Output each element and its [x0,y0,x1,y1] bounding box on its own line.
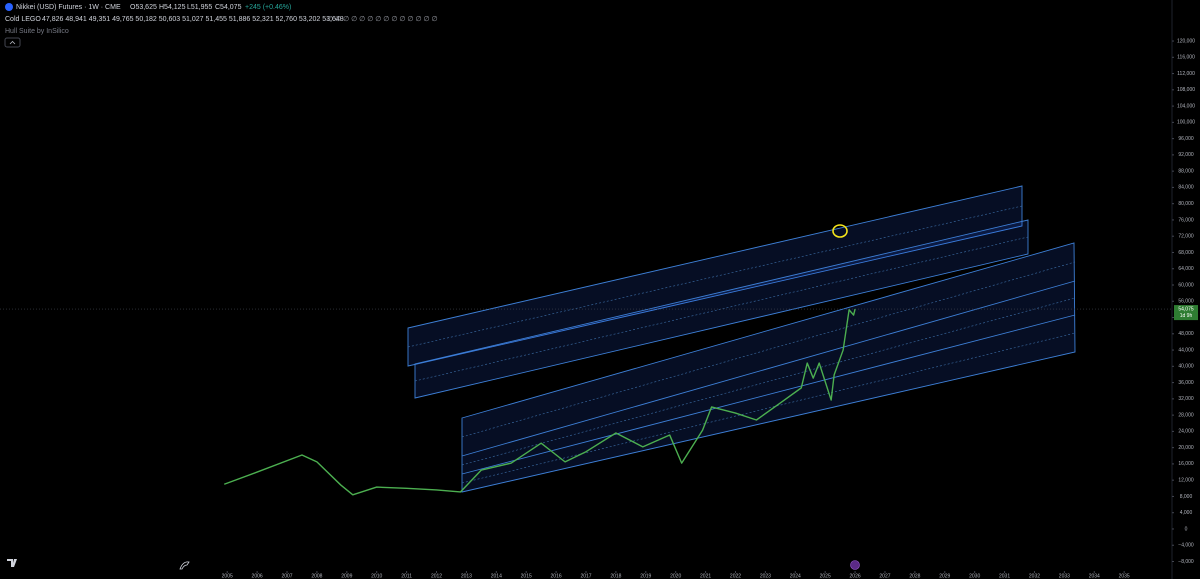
y-tick-label: 72,000 [1178,234,1194,240]
y-tick-label: 12,000 [1178,478,1194,484]
channel-middle [414,219,1029,399]
x-tick-label: 2026 [850,573,861,579]
x-tick-label: 2014 [491,573,502,579]
plot-area: −8,000 −4,000 0 4,000 8,000 12,000 16,000 20,00… [0,38,1198,579]
y-tick-label: 96,000 [1178,136,1194,142]
collapse-icon [9,40,16,45]
y-tick-label: 8,000 [1180,494,1193,500]
x-tick-label: 2010 [371,573,382,579]
x-tick-label: 2008 [311,573,322,579]
y-tick-label: 60,000 [1178,282,1194,288]
y-tick-label: 64,000 [1178,266,1194,272]
x-tick-label: 2016 [551,573,562,579]
y-tick-label: 48,000 [1178,331,1194,337]
x-tick-label: 2020 [670,573,681,579]
x-tick-label: 2028 [909,573,920,579]
x-tick-label: 2030 [969,573,980,579]
ohlc-low: L51,955 [187,4,212,11]
x-tick-label: 2034 [1089,573,1100,579]
y-tick-label: 108,000 [1177,87,1195,93]
y-tick-label: 112,000 [1177,71,1195,77]
y-tick-label: −8,000 [1178,559,1194,565]
ohlc-open: O53,625 [130,4,157,11]
x-tick-label: 2011 [401,573,412,579]
y-tick-label: 20,000 [1178,445,1194,451]
price-tag-label: 54,075 [1178,306,1194,312]
indicator-name[interactable]: Cold LEGO [5,16,41,23]
y-tick-label: 116,000 [1177,55,1195,61]
x-tick-label: 2013 [461,573,472,579]
ohlc-high: H54,125 [159,4,186,11]
x-tick-label: 2017 [580,573,591,579]
x-tick-label: 2032 [1029,573,1040,579]
x-tick-label: 2033 [1059,573,1070,579]
x-tick-label: 2009 [341,573,352,579]
x-tick-label: 2006 [252,573,263,579]
y-tick-label: 28,000 [1178,412,1194,418]
symbol-icon [5,3,13,11]
overlay-name[interactable]: Hull Suite by InSilico [5,28,69,35]
countdown: 1d 9h [1180,313,1193,319]
x-tick-label: 2021 [700,573,711,579]
indicator-values: 47,826 48,941 49,351 49,765 50,182 50,60… [42,16,344,23]
y-tick-label: 84,000 [1178,185,1194,191]
symbol-title[interactable]: Nikkei (USD) Futures · 1W · CME [16,4,121,11]
drawing-icon[interactable] [179,561,190,570]
y-tick-label: 56,000 [1178,299,1194,305]
x-tick-label: 2025 [820,573,831,579]
y-tick-label: 32,000 [1178,396,1194,402]
y-tick-label: 24,000 [1178,429,1194,435]
y-tick-label: 100,000 [1177,120,1195,126]
x-tick-label: 2015 [521,573,532,579]
ohlc-close: C54,075 [215,4,242,11]
x-tick-label: 2035 [1119,573,1130,579]
logo [7,559,17,567]
y-tick-label: 120,000 [1177,38,1195,44]
event-icon[interactable] [850,560,860,570]
y-tick-label: 0 [1185,526,1188,532]
annotation-circle [832,224,848,238]
y-tick-label: 44,000 [1178,347,1194,353]
channel-lower [461,242,1076,493]
ohlc-change: +245 (+0.46%) [245,4,291,11]
y-tick-label: −4,000 [1178,543,1194,549]
price-tag [1174,305,1198,321]
y-tick-label: 80,000 [1178,201,1194,207]
collapse-button[interactable] [4,37,21,48]
y-tick-label: 36,000 [1178,380,1194,386]
y-tick-label: 92,000 [1178,152,1194,158]
x-tick-label: 2029 [939,573,950,579]
x-tick-label: 2005 [222,573,233,579]
x-tick-label: 2007 [281,573,292,579]
y-tick-label: 76,000 [1178,217,1194,223]
y-tick-label: 16,000 [1178,461,1194,467]
y-tick-label: 68,000 [1178,250,1194,256]
indicator-empty: ∅ ∅ ∅ ∅ ∅ ∅ ∅ ∅ ∅ ∅ ∅ ∅ ∅ ∅ [327,16,438,23]
y-tick-label: 104,000 [1177,103,1195,109]
y-tick-label: 4,000 [1180,510,1193,516]
x-tick-label: 2031 [999,573,1010,579]
x-tick-label: 2012 [431,573,442,579]
x-tick-label: 2019 [640,573,651,579]
x-tick-label: 2018 [610,573,621,579]
x-tick-label: 2027 [879,573,890,579]
price-line-series [223,308,856,496]
x-tick-label: 2022 [730,573,741,579]
x-tick-label: 2024 [790,573,801,579]
y-tick-label: 40,000 [1178,364,1194,370]
x-tick-label: 2023 [760,573,771,579]
y-tick-label: 88,000 [1178,168,1194,174]
channel-upper [407,185,1023,367]
